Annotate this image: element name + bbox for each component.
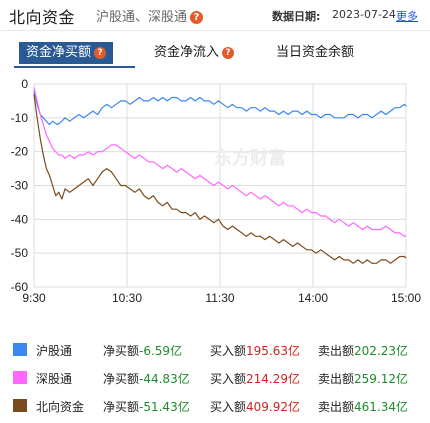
metric-label: 净买额 xyxy=(103,400,140,414)
metric-value: -51.43亿 xyxy=(139,400,190,414)
legend-swatch xyxy=(13,371,27,384)
help-icon[interactable]: ? xyxy=(190,11,204,24)
tab-daily-balance[interactable]: 当日资金余额 xyxy=(276,42,354,64)
legend-name: 北向资金 xyxy=(36,400,85,414)
legend-name: 深股通 xyxy=(36,372,73,386)
y-tick-label: -60 xyxy=(11,280,29,294)
north-fund-chart: 0 -10 -20 -30 -40 -50 -609:30 10:30 11:30 14:00 15… xyxy=(11,77,422,305)
legend: 沪股通 净买额-6.59亿 买入额195.63亿 卖出额202.23亿 深股通 … xyxy=(0,340,430,420)
sell-metric: 卖出额259.12亿 xyxy=(318,370,408,387)
x-tick-label: 15:00 xyxy=(391,291,421,305)
legend-row-sgt: 深股通 净买额-44.83亿 买入额214.29亿 卖出额259.12亿 xyxy=(0,368,430,388)
metric-value: 195.63亿 xyxy=(246,344,301,358)
metric-label: 卖出额 xyxy=(318,344,355,358)
metric-value: 214.29亿 xyxy=(246,372,301,386)
net-buy-metric: 净买额-51.43亿 xyxy=(103,398,190,415)
legend-row-north: 北向资金 净买额-51.43亿 买入额409.92亿 卖出额461.34亿 xyxy=(0,396,430,416)
subtitle: 沪股通、深股通? xyxy=(96,6,204,25)
subtitle-text: 沪股通、深股通 xyxy=(96,10,188,25)
legend-row-hgt: 沪股通 净买额-6.59亿 买入额195.63亿 卖出额202.23亿 xyxy=(0,340,430,360)
sell-metric: 卖出额202.23亿 xyxy=(318,342,408,359)
y-tick-label: -40 xyxy=(11,212,29,226)
y-tick-label: 0 xyxy=(21,77,28,91)
buy-metric: 买入额409.92亿 xyxy=(210,398,300,415)
help-icon[interactable]: ? xyxy=(222,47,235,59)
watermark-text: 东方财富 xyxy=(214,147,286,169)
y-tick-label: -30 xyxy=(11,179,29,193)
y-tick-label: -50 xyxy=(11,246,29,260)
tab-net-buy[interactable]: 资金净买额? xyxy=(19,42,114,64)
x-tick-label: 9:30 xyxy=(22,291,46,305)
series-line-深股通 xyxy=(33,87,407,237)
buy-metric: 买入额214.29亿 xyxy=(210,370,300,387)
x-tick-label: 10:30 xyxy=(112,291,142,305)
metric-label: 卖出额 xyxy=(318,372,355,386)
sell-metric: 卖出额461.34亿 xyxy=(318,398,408,415)
metric-label: 卖出额 xyxy=(318,400,355,414)
metric-label: 买入额 xyxy=(210,344,247,358)
header-divider xyxy=(0,30,430,31)
metric-label: 净买额 xyxy=(103,372,140,386)
chart-area: 0 -10 -20 -30 -40 -50 -60 9:30 10:30 11:30 14:00 15… xyxy=(0,75,430,315)
legend-swatch xyxy=(13,343,27,356)
net-buy-metric: 净买额-6.59亿 xyxy=(103,342,182,359)
legend-name: 沪股通 xyxy=(36,344,73,358)
y-tick-label: -10 xyxy=(11,111,29,125)
buy-metric: 买入额195.63亿 xyxy=(210,342,300,359)
metric-value: 202.23亿 xyxy=(354,344,409,358)
tab-net-buy-label: 资金净买额 xyxy=(26,45,92,60)
metric-label: 买入额 xyxy=(210,372,247,386)
help-icon[interactable]: ? xyxy=(94,47,107,59)
series-line-北向资金 xyxy=(33,94,407,264)
metric-value: -44.83亿 xyxy=(139,372,190,386)
net-buy-metric: 净买额-44.83亿 xyxy=(103,370,190,387)
x-tick-label: 14:00 xyxy=(298,291,328,305)
metric-value: 409.92亿 xyxy=(246,400,301,414)
tab-bar: 资金净买额? 资金净流入? 当日资金余额 xyxy=(0,42,430,68)
date-label: 数据日期: xyxy=(272,10,321,23)
tab-underline xyxy=(14,66,135,68)
date-value: 2023-07-24 xyxy=(332,8,396,21)
tab-net-inflow[interactable]: 资金净流入? xyxy=(154,42,235,64)
tab-daily-balance-label: 当日资金余额 xyxy=(276,45,355,60)
x-tick-label: 11:30 xyxy=(205,291,234,305)
header: 北向资金 沪股通、深股通? 数据日期: 2023-07-24 更多 xyxy=(0,0,430,30)
series-line-沪股通 xyxy=(33,90,407,126)
metric-value: 461.34亿 xyxy=(354,400,409,414)
metric-label: 净买额 xyxy=(103,344,140,358)
metric-value: -6.59亿 xyxy=(139,344,183,358)
more-link[interactable]: 更多 xyxy=(396,10,418,23)
page-title: 北向资金 xyxy=(9,8,76,27)
y-tick-label: -20 xyxy=(11,145,29,159)
legend-swatch xyxy=(13,399,27,412)
metric-value: 259.12亿 xyxy=(354,372,409,386)
metric-label: 买入额 xyxy=(210,400,247,414)
tab-net-inflow-label: 资金净流入 xyxy=(154,45,220,60)
